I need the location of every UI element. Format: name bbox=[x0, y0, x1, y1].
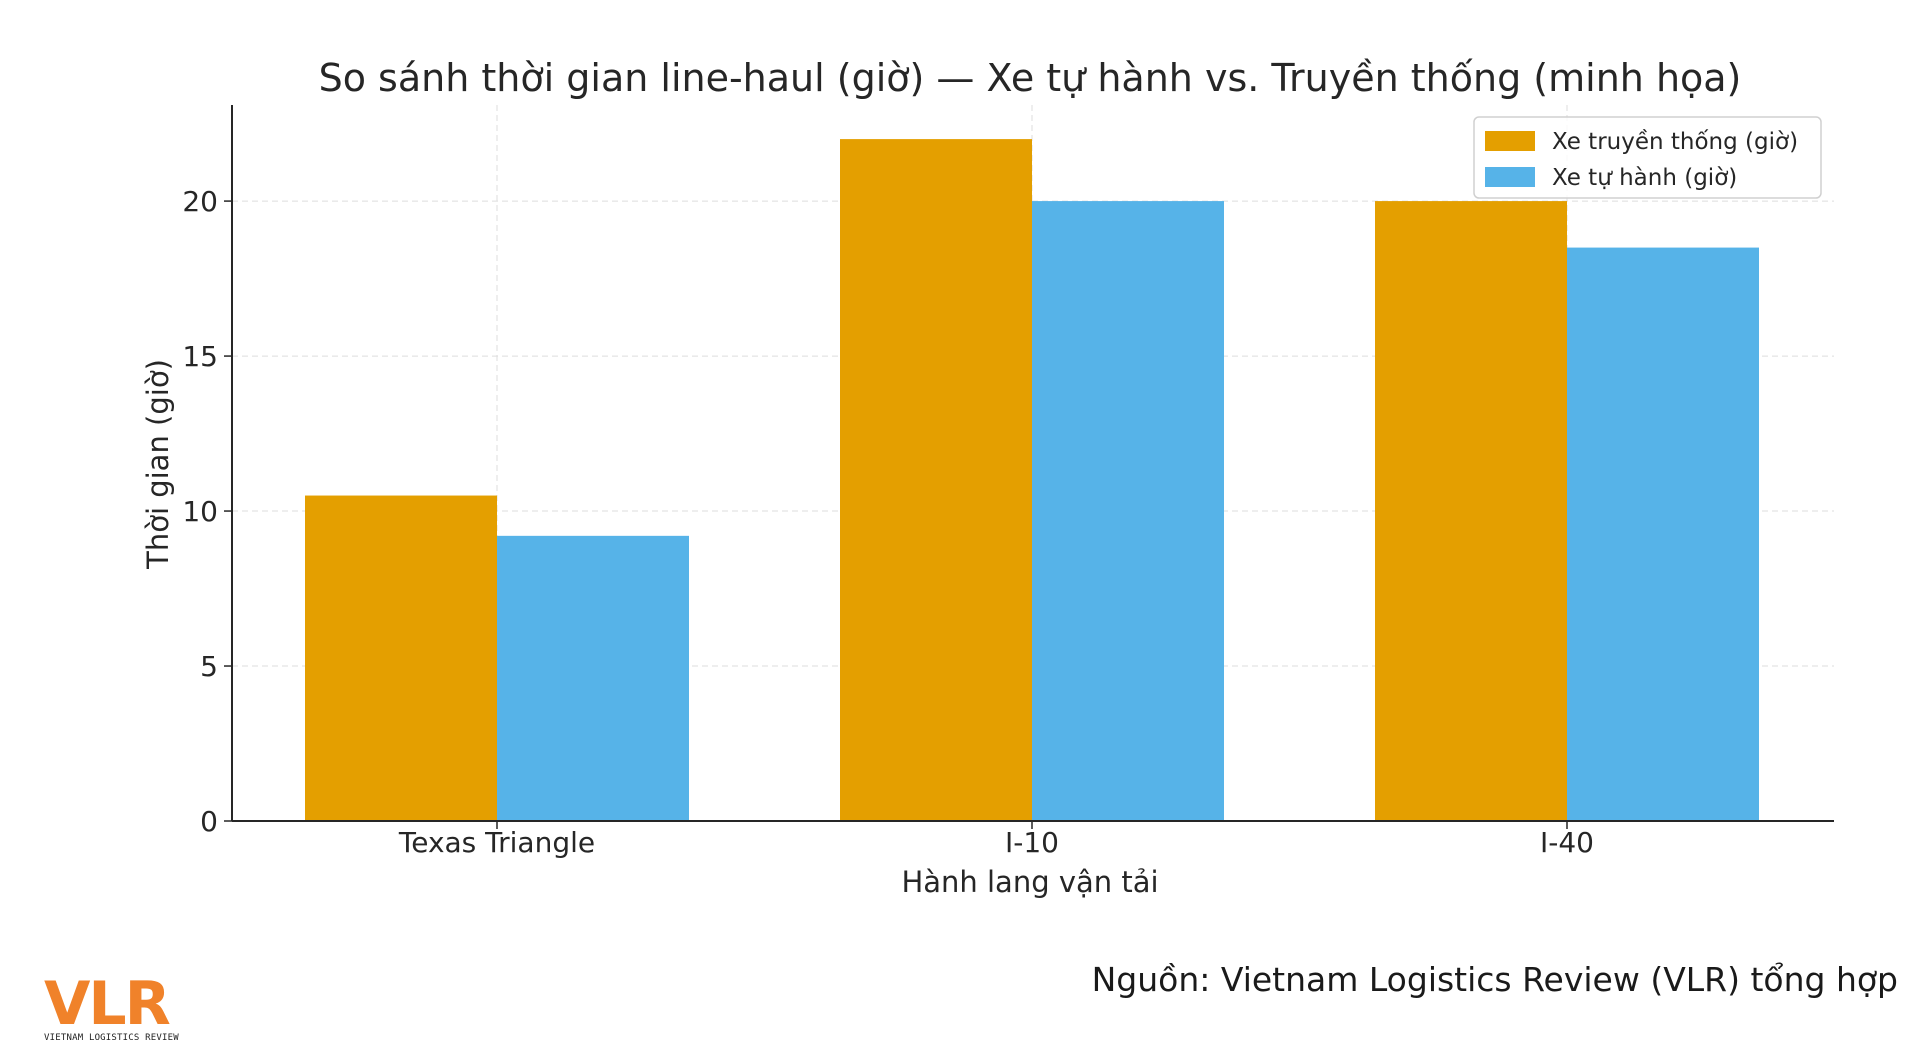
legend-swatch bbox=[1485, 131, 1535, 151]
logo-letters: VLR bbox=[44, 969, 171, 1039]
vlr-logo: VLR VIETNAM LOGISTICS REVIEW bbox=[44, 969, 184, 1043]
x-tick-label: Texas Triangle bbox=[398, 826, 595, 859]
source-note: Nguồn: Vietnam Logistics Review (VLR) tổ… bbox=[1091, 960, 1898, 999]
y-tick-label: 5 bbox=[200, 650, 218, 683]
bar-traditional-2 bbox=[1375, 201, 1567, 822]
y-tick-label: 10 bbox=[182, 495, 218, 528]
y-tick-label: 15 bbox=[182, 340, 218, 373]
y-tick-label: 0 bbox=[200, 805, 218, 838]
chart-title: So sánh thời gian line-haul (giờ) — Xe t… bbox=[319, 56, 1742, 100]
y-tick-label: 20 bbox=[182, 185, 218, 218]
legend-label: Xe tự hành (giờ) bbox=[1552, 165, 1737, 191]
bar-chart: So sánh thời gian line-haul (giờ) — Xe t… bbox=[141, 56, 1834, 899]
x-axis-label: Hành lang vận tải bbox=[901, 865, 1158, 899]
bars bbox=[305, 139, 1759, 822]
legend-swatch bbox=[1485, 167, 1535, 187]
x-tick-label: I-10 bbox=[1005, 826, 1059, 859]
legend-box bbox=[1473, 116, 1822, 199]
x-tick-label: I-40 bbox=[1540, 826, 1594, 859]
bar-traditional-0 bbox=[305, 495, 497, 821]
legend: Xe truyền thống (giờ) Xe tự hành (giờ) bbox=[1473, 116, 1822, 199]
bar-autonomous-1 bbox=[1032, 201, 1224, 822]
bar-traditional-1 bbox=[840, 139, 1032, 822]
axes: 0 5 10 15 20 Texas Triangle I-10 I-40 bbox=[182, 105, 1834, 859]
legend-label: Xe truyền thống (giờ) bbox=[1552, 129, 1798, 155]
bar-autonomous-2 bbox=[1567, 247, 1759, 822]
y-axis-label: Thời gian (giờ) bbox=[141, 359, 175, 570]
logo-tagline: VIETNAM LOGISTICS REVIEW bbox=[44, 1033, 179, 1043]
bar-autonomous-0 bbox=[497, 535, 689, 821]
